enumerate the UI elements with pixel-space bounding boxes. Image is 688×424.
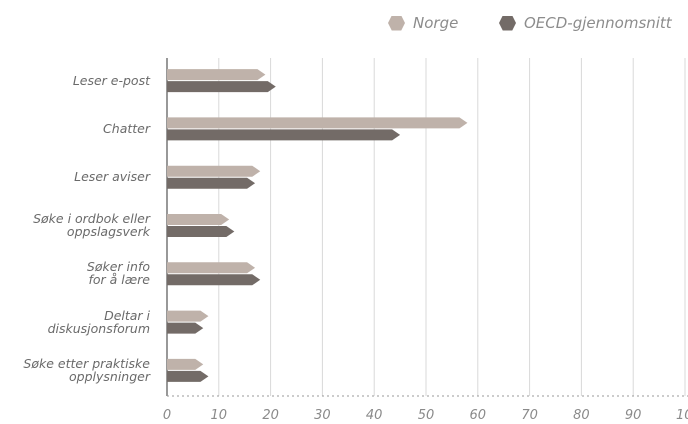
category-label: Søke etter praktiske opplysninger — [23, 357, 150, 383]
x-tick-label: 20 — [262, 408, 279, 423]
bar-oecd — [167, 226, 235, 237]
bar-norge — [167, 358, 204, 370]
category-label: Chatter — [103, 122, 150, 135]
x-tick-label: 80 — [573, 408, 590, 423]
category-label-line: oppslagsverk — [66, 224, 150, 239]
category-label-line: Søke etter praktiske — [23, 355, 150, 371]
x-tick-label: 70 — [521, 408, 538, 423]
category-label: Leser e-post — [73, 74, 150, 87]
bar-oecd — [167, 129, 401, 141]
legend-swatch-norge — [388, 15, 405, 31]
bar-oecd — [167, 370, 209, 382]
x-tick-label: 100 — [676, 408, 688, 423]
bar-oecd — [167, 81, 276, 93]
legend-label-norge: Norge — [413, 14, 459, 32]
legend-item-norge: Norge — [388, 14, 458, 32]
x-tick-label: 10 — [210, 408, 228, 423]
category-label-line: Deltar i — [104, 307, 150, 323]
legend-item-oecd: OECD-gjennomsnitt — [499, 14, 672, 32]
category-label-line: for å lære — [88, 272, 150, 288]
bar-norge — [167, 117, 468, 129]
category-label-line: opplysninger — [69, 368, 150, 384]
category-label-line: Leser aviser — [74, 169, 150, 185]
category-label-line: Søke i ordbok eller — [33, 211, 150, 226]
x-tick-label: 0 — [162, 408, 172, 423]
category-label: Leser aviser — [74, 170, 150, 183]
bar-norge — [167, 165, 261, 177]
category-label-line: Søker info — [86, 259, 150, 275]
bar-norge — [167, 69, 266, 81]
x-tick-label: 40 — [365, 408, 383, 423]
x-tick-label: 90 — [624, 408, 642, 423]
legend-swatch-oecd — [499, 15, 516, 31]
bar-norge — [167, 262, 256, 274]
category-label: Søke i ordbok eller oppslagsverk — [33, 212, 150, 238]
category-label: Deltar i diskusjonsforum — [48, 309, 150, 335]
x-tick-label: 50 — [417, 408, 435, 423]
x-tick-label: 60 — [469, 408, 487, 423]
bar-oecd — [167, 274, 261, 286]
bar-norge — [167, 214, 230, 225]
category-label-line: Leser e-post — [72, 72, 150, 88]
x-tick-label: 30 — [314, 408, 331, 423]
bar-oecd — [167, 322, 204, 334]
bar-oecd — [167, 177, 256, 189]
category-label-line: diskusjonsforum — [47, 320, 150, 336]
bar-norge — [167, 310, 209, 322]
legend-label-oecd: OECD-gjennomsnitt — [524, 14, 672, 32]
category-label-line: Chatter — [103, 120, 150, 136]
legend: Norge OECD-gjennomsnitt — [0, 14, 688, 38]
category-label: Søker info for å lære — [87, 260, 150, 286]
